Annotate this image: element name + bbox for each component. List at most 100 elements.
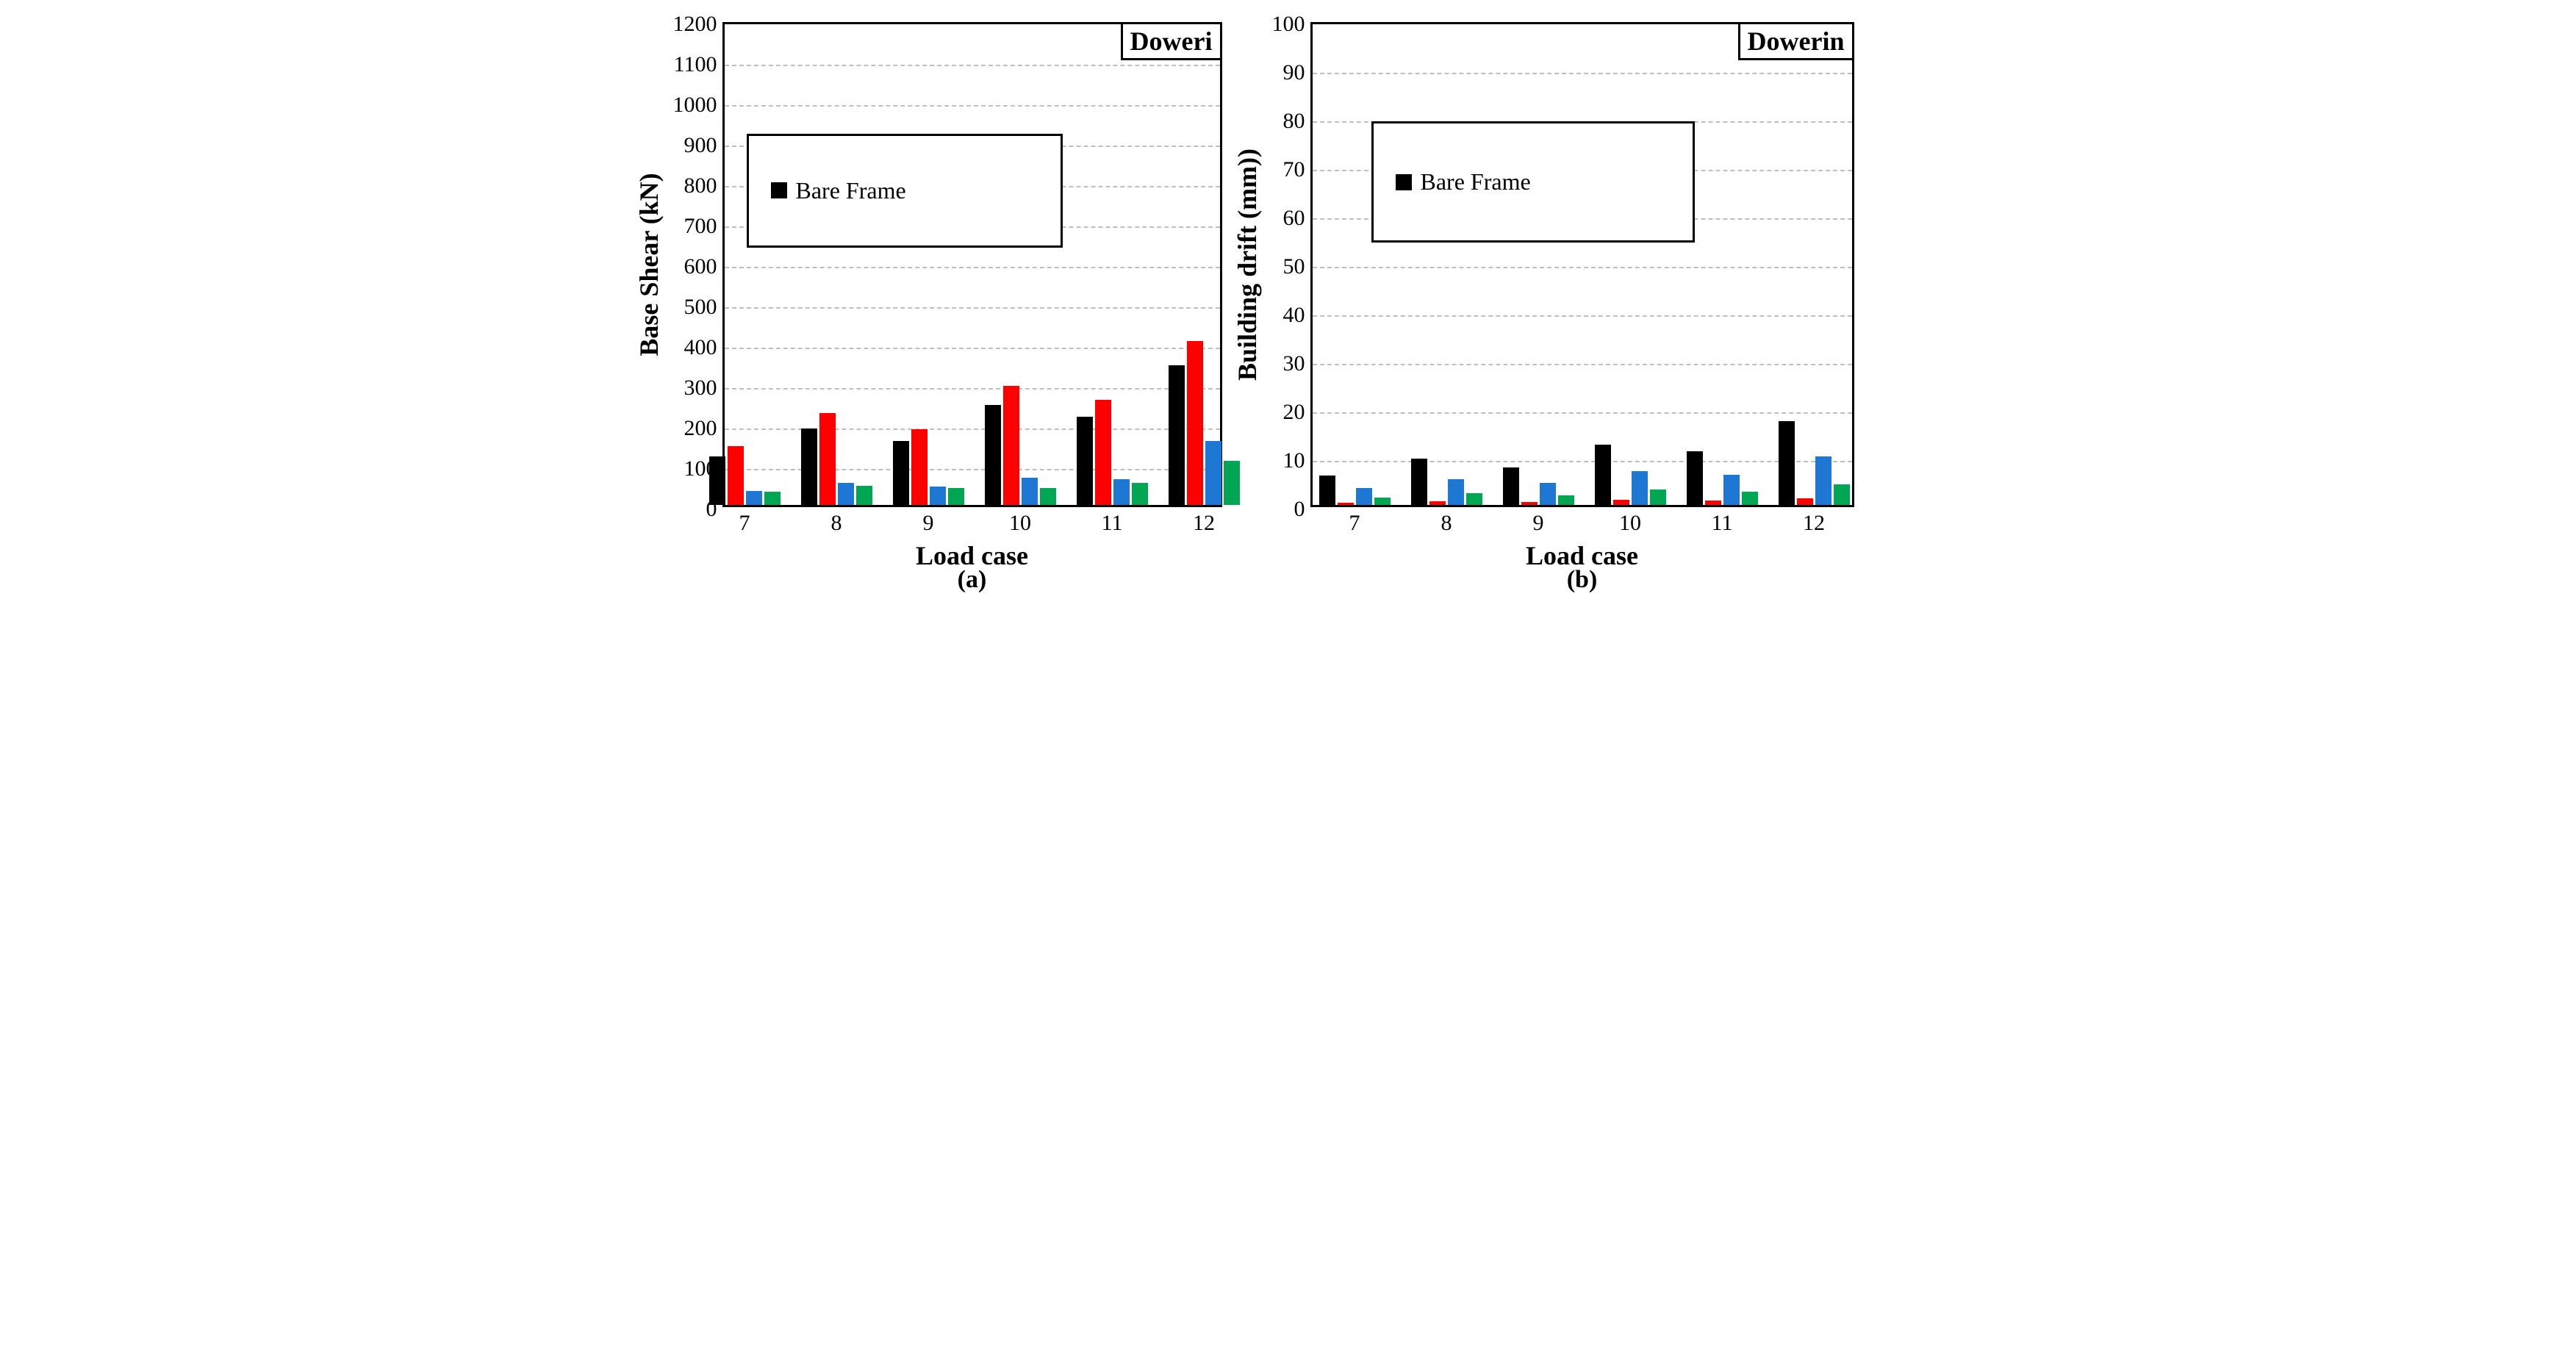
x-tick-label: 9 (1533, 505, 1544, 536)
x-tick-label: 12 (1803, 505, 1825, 536)
bar (746, 491, 762, 505)
x-tick-label: 7 (739, 505, 750, 536)
bar (709, 456, 725, 505)
bar (911, 429, 928, 505)
gridline (725, 348, 1220, 349)
y-tick-label: 1100 (674, 52, 725, 77)
gridline (1313, 73, 1852, 74)
x-tick-label: 7 (1349, 505, 1360, 536)
y-tick-label: 50 (1283, 254, 1313, 279)
y-tick-label: 40 (1283, 303, 1313, 328)
y-tick-label: 90 (1283, 60, 1313, 85)
x-tick-label: 12 (1193, 505, 1215, 536)
bar (1466, 493, 1482, 506)
y-tick-label: 70 (1283, 157, 1313, 182)
bar (893, 441, 909, 505)
y-tick-label: 1000 (673, 93, 725, 118)
bar (1003, 386, 1019, 505)
y-tick-label: 1200 (673, 12, 725, 37)
bar (801, 428, 817, 506)
bar (1742, 492, 1758, 505)
plot-area: 0100200300400500600700800900100011001200… (722, 22, 1222, 507)
bar (1187, 341, 1203, 505)
y-tick-label: 20 (1283, 400, 1313, 425)
x-axis-title: Load case (916, 540, 1028, 571)
bar (1411, 459, 1427, 505)
legend-swatch-icon (1396, 174, 1412, 190)
bar (728, 446, 744, 505)
bar (1319, 476, 1335, 505)
bar (1095, 400, 1111, 505)
y-tick-label: 10 (1283, 448, 1313, 473)
bar (930, 487, 946, 505)
y-tick-label: 500 (684, 295, 725, 320)
bar (1077, 417, 1093, 505)
legend-label: Bare Frame (796, 177, 906, 204)
bar (985, 405, 1001, 505)
x-tick-label: 11 (1102, 505, 1123, 536)
bar (1205, 441, 1221, 505)
y-tick-label: 800 (684, 173, 725, 198)
corner-label: Doweri (1121, 22, 1222, 60)
legend-swatch-icon (771, 182, 787, 198)
y-tick-label: 400 (684, 335, 725, 360)
y-tick-label: 100 (1272, 12, 1313, 37)
chart-panel-b: 0102030405060708090100789101112DowerinBa… (1310, 22, 1854, 594)
chart-wrap: 0102030405060708090100789101112DowerinBa… (1310, 22, 1854, 507)
gridline (1313, 461, 1852, 462)
y-tick-label: 600 (684, 254, 725, 279)
legend: Bare Frame (747, 134, 1063, 248)
bar (1356, 488, 1372, 505)
legend: Bare Frame (1371, 121, 1695, 243)
bar (1779, 421, 1795, 505)
bar (1113, 479, 1130, 505)
y-tick-label: 300 (684, 376, 725, 401)
x-tick-label: 10 (1619, 505, 1641, 536)
legend-label: Bare Frame (1421, 168, 1531, 196)
y-axis-title: Base Shear (kN) (634, 173, 664, 356)
bar (1815, 456, 1831, 505)
bar (1022, 478, 1038, 505)
y-tick-label: 700 (684, 214, 725, 239)
bar (838, 483, 854, 505)
y-tick-label: 60 (1283, 206, 1313, 231)
chart-panel-a: 0100200300400500600700800900100011001200… (722, 22, 1222, 594)
x-tick-label: 8 (1441, 505, 1452, 536)
bar (1797, 498, 1813, 505)
bar (1705, 501, 1721, 505)
gridline (725, 105, 1220, 107)
y-tick-label: 200 (684, 416, 725, 441)
gridline (1313, 364, 1852, 365)
x-tick-label: 9 (923, 505, 934, 536)
bar (1723, 475, 1740, 505)
gridline (1313, 412, 1852, 414)
gridline (725, 307, 1220, 309)
bar (1503, 467, 1519, 505)
bar (764, 492, 781, 505)
y-tick-label: 80 (1283, 109, 1313, 134)
gridline (1313, 267, 1852, 268)
bar (1613, 500, 1629, 505)
x-tick-label: 8 (831, 505, 842, 536)
bar (1540, 483, 1556, 505)
bar (1632, 471, 1648, 505)
bar (1132, 483, 1148, 505)
bar (1374, 498, 1391, 505)
bar (1169, 365, 1185, 505)
bar (1687, 451, 1703, 505)
chart-wrap: 0100200300400500600700800900100011001200… (722, 22, 1222, 507)
bar (1834, 484, 1850, 505)
y-tick-label: 900 (684, 133, 725, 158)
bar (1448, 479, 1464, 505)
gridline (725, 388, 1220, 390)
bar (1338, 503, 1354, 505)
y-axis-title: Building drift (mm)) (1232, 148, 1263, 381)
corner-label: Dowerin (1738, 22, 1854, 60)
y-tick-label: 30 (1283, 351, 1313, 376)
bar (1040, 488, 1056, 505)
bar (819, 413, 836, 505)
bar (1595, 445, 1611, 506)
gridline (725, 267, 1220, 268)
bar (1429, 501, 1446, 505)
plot-area: 0102030405060708090100789101112DowerinBa… (1310, 22, 1854, 507)
